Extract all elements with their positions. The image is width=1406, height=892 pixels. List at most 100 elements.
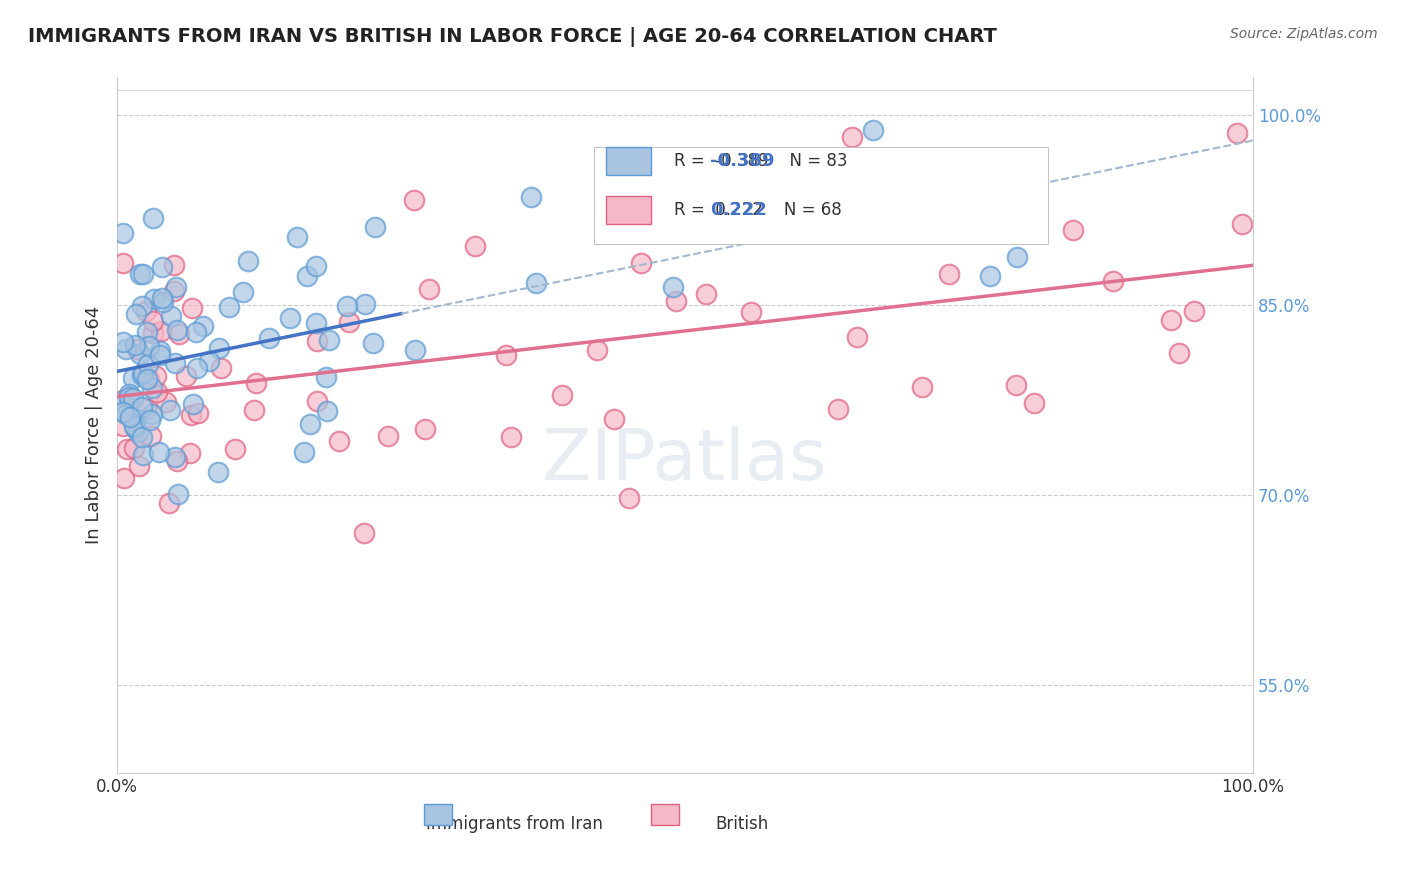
Point <box>118 387 141 401</box>
Point <box>695 286 717 301</box>
Point <box>305 316 328 330</box>
Point <box>740 304 762 318</box>
Point <box>150 260 173 274</box>
Point <box>665 294 688 309</box>
Text: ZIPatlas: ZIPatlas <box>543 425 828 494</box>
Point <box>111 405 134 419</box>
Point <box>413 422 436 436</box>
Point <box>238 254 260 268</box>
Point <box>165 280 187 294</box>
Point <box>141 381 163 395</box>
Point <box>285 230 308 244</box>
Point <box>354 297 377 311</box>
Point <box>122 419 145 434</box>
Point <box>132 367 155 381</box>
Point <box>292 445 315 459</box>
Point <box>139 413 162 427</box>
Point <box>132 268 155 282</box>
Point <box>232 285 254 300</box>
Point <box>131 401 153 415</box>
Point <box>305 394 328 409</box>
Point <box>142 314 165 328</box>
Point <box>224 442 246 456</box>
Point <box>136 357 159 371</box>
Point <box>245 376 267 390</box>
Point <box>1026 191 1049 205</box>
Point <box>174 369 197 384</box>
Point <box>112 392 135 407</box>
Point <box>149 348 172 362</box>
Point <box>184 325 207 339</box>
Point <box>377 429 399 443</box>
Text: -0.389: -0.389 <box>710 152 775 170</box>
Point <box>125 307 148 321</box>
Point <box>129 347 152 361</box>
Point <box>827 401 849 416</box>
Point <box>120 409 142 424</box>
Point <box>125 412 148 426</box>
Point <box>305 334 328 348</box>
Point <box>132 448 155 462</box>
Point <box>148 444 170 458</box>
Point <box>464 239 486 253</box>
Point <box>336 300 359 314</box>
Point <box>169 327 191 342</box>
Point <box>911 380 934 394</box>
Point <box>761 156 783 170</box>
Point <box>111 256 134 270</box>
Point <box>197 354 219 368</box>
Point <box>1160 313 1182 327</box>
Point <box>315 369 337 384</box>
Text: Immigrants from Iran: Immigrants from Iran <box>426 815 603 833</box>
Point <box>167 487 190 501</box>
Point <box>145 368 167 383</box>
Point <box>186 360 208 375</box>
Point <box>619 491 641 506</box>
Point <box>135 304 157 318</box>
Point <box>209 361 232 376</box>
Point <box>404 343 426 357</box>
Point <box>207 465 229 479</box>
Text: R =  0.222    N = 68: R = 0.222 N = 68 <box>673 201 841 219</box>
Point <box>115 342 138 356</box>
Point <box>551 388 574 402</box>
Point <box>257 331 280 345</box>
Point <box>111 226 134 240</box>
Point <box>136 325 159 339</box>
Point <box>122 441 145 455</box>
Point <box>218 300 240 314</box>
Point <box>121 371 143 385</box>
Point <box>1022 396 1045 410</box>
Point <box>181 397 204 411</box>
Point <box>865 219 887 233</box>
Bar <box>606 195 651 224</box>
Point <box>495 348 517 362</box>
Point <box>208 341 231 355</box>
Point <box>862 122 884 136</box>
Text: British: British <box>716 815 769 833</box>
Point <box>353 526 375 541</box>
Point <box>520 190 543 204</box>
Point <box>115 407 138 421</box>
Point <box>328 434 350 448</box>
Point <box>1226 127 1249 141</box>
Point <box>125 342 148 356</box>
Point <box>295 268 318 283</box>
Text: IMMIGRANTS FROM IRAN VS BRITISH IN LABOR FORCE | AGE 20-64 CORRELATION CHART: IMMIGRANTS FROM IRAN VS BRITISH IN LABOR… <box>28 27 997 46</box>
Point <box>155 395 177 409</box>
Point <box>1230 217 1253 231</box>
Point <box>131 299 153 313</box>
Point <box>138 339 160 353</box>
Point <box>404 193 426 207</box>
Point <box>127 425 149 440</box>
Point <box>115 442 138 456</box>
Point <box>135 402 157 417</box>
Point <box>139 428 162 442</box>
Point <box>298 417 321 431</box>
Point <box>112 471 135 485</box>
Point <box>149 343 172 358</box>
Point <box>180 408 202 422</box>
Point <box>983 175 1005 189</box>
Point <box>896 153 918 167</box>
Point <box>418 282 440 296</box>
